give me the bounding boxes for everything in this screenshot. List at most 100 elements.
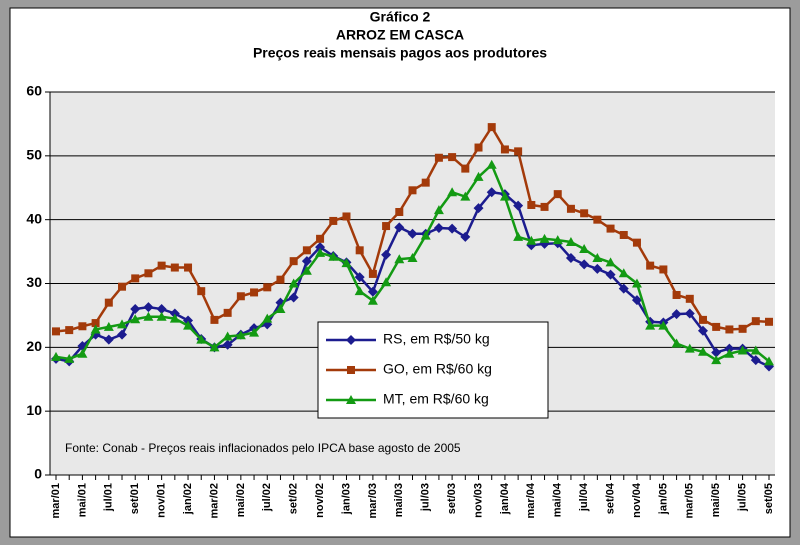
marker	[513, 231, 524, 241]
y-tick-label: 60	[26, 83, 42, 99]
marker	[605, 257, 616, 267]
marker	[381, 277, 392, 287]
source-note: Fonte: Conab - Preços reais inflacionado…	[65, 441, 461, 455]
marker	[632, 238, 641, 247]
marker	[711, 347, 722, 358]
marker	[645, 320, 656, 330]
marker	[751, 317, 760, 326]
marker	[500, 145, 509, 154]
x-tick-label: set/01	[129, 483, 141, 514]
marker	[619, 230, 628, 239]
marker	[698, 315, 707, 324]
marker	[420, 230, 431, 240]
marker	[565, 237, 576, 247]
marker	[367, 295, 378, 305]
marker	[118, 282, 127, 291]
marker	[407, 228, 418, 239]
x-tick-label: set/02	[288, 483, 300, 514]
marker	[222, 339, 233, 350]
marker	[724, 343, 735, 354]
x-tick-label: set/05	[763, 483, 775, 514]
marker	[355, 246, 364, 255]
marker	[222, 331, 233, 341]
marker	[117, 329, 128, 340]
marker	[712, 322, 721, 331]
marker	[671, 338, 682, 348]
x-tick-label: mar/02	[208, 483, 220, 518]
marker	[235, 330, 246, 340]
marker	[367, 286, 378, 297]
marker	[526, 235, 537, 245]
marker	[421, 178, 430, 187]
y-tick-label: 50	[26, 147, 42, 163]
marker	[52, 327, 60, 336]
y-tick-label: 40	[26, 210, 42, 226]
marker	[724, 348, 735, 358]
marker	[685, 294, 694, 303]
x-tick-label: jan/02	[182, 483, 194, 515]
marker	[474, 143, 483, 152]
marker	[288, 292, 299, 303]
marker	[592, 252, 603, 262]
marker	[605, 269, 616, 280]
marker	[672, 290, 681, 299]
marker	[447, 187, 458, 197]
marker	[448, 153, 457, 162]
marker	[117, 319, 128, 329]
y-tick-label: 10	[26, 402, 42, 418]
marker	[487, 123, 496, 132]
marker	[263, 283, 272, 292]
marker	[434, 153, 443, 162]
marker	[606, 224, 615, 233]
marker	[289, 257, 298, 266]
marker	[315, 242, 326, 253]
marker	[513, 200, 524, 211]
x-tick-label: mai/02	[235, 483, 247, 517]
x-tick-label: mai/04	[552, 482, 564, 517]
marker	[196, 334, 207, 344]
title: Gráfico 2	[370, 9, 431, 25]
marker	[764, 356, 774, 366]
marker	[130, 314, 141, 324]
marker	[346, 395, 356, 404]
marker	[381, 249, 392, 260]
marker	[354, 286, 365, 296]
marker	[130, 304, 141, 315]
marker	[579, 259, 590, 270]
marker	[408, 186, 417, 195]
marker	[209, 342, 220, 352]
x-tick-label: nov/04	[631, 482, 643, 518]
marker	[64, 353, 75, 363]
legend-label: RS, em R$/50 kg	[383, 331, 490, 347]
marker	[143, 302, 154, 313]
y-tick-label: 30	[26, 274, 42, 290]
x-tick-label: jul/02	[261, 483, 273, 512]
marker	[91, 319, 100, 328]
x-tick-label: mai/03	[393, 483, 405, 517]
marker	[156, 304, 167, 315]
grid: 0 10 20 30 40 50 60 mar/01 mai/01 jul/01 set/01 nov…	[26, 83, 775, 518]
marker	[684, 343, 695, 353]
x-tick-label: mai/01	[76, 483, 88, 517]
marker	[566, 204, 575, 213]
x-tick-label: mar/03	[367, 483, 379, 518]
marker	[631, 278, 642, 288]
marker	[659, 265, 668, 274]
marker	[301, 256, 312, 267]
marker	[169, 313, 180, 323]
legend-label: MT, em R$/60 kg	[383, 391, 489, 407]
marker	[394, 254, 405, 264]
marker	[170, 263, 179, 272]
marker	[104, 298, 113, 307]
marker	[236, 292, 245, 301]
x-tick-label: jul/01	[103, 483, 115, 512]
marker	[499, 191, 510, 201]
marker	[711, 355, 722, 365]
legend-label: GO, em R$/60 kg	[383, 361, 492, 377]
marker	[144, 269, 153, 278]
marker	[276, 275, 285, 284]
marker	[131, 274, 140, 283]
x-tick-label: jul/05	[736, 483, 748, 512]
marker	[183, 320, 194, 330]
